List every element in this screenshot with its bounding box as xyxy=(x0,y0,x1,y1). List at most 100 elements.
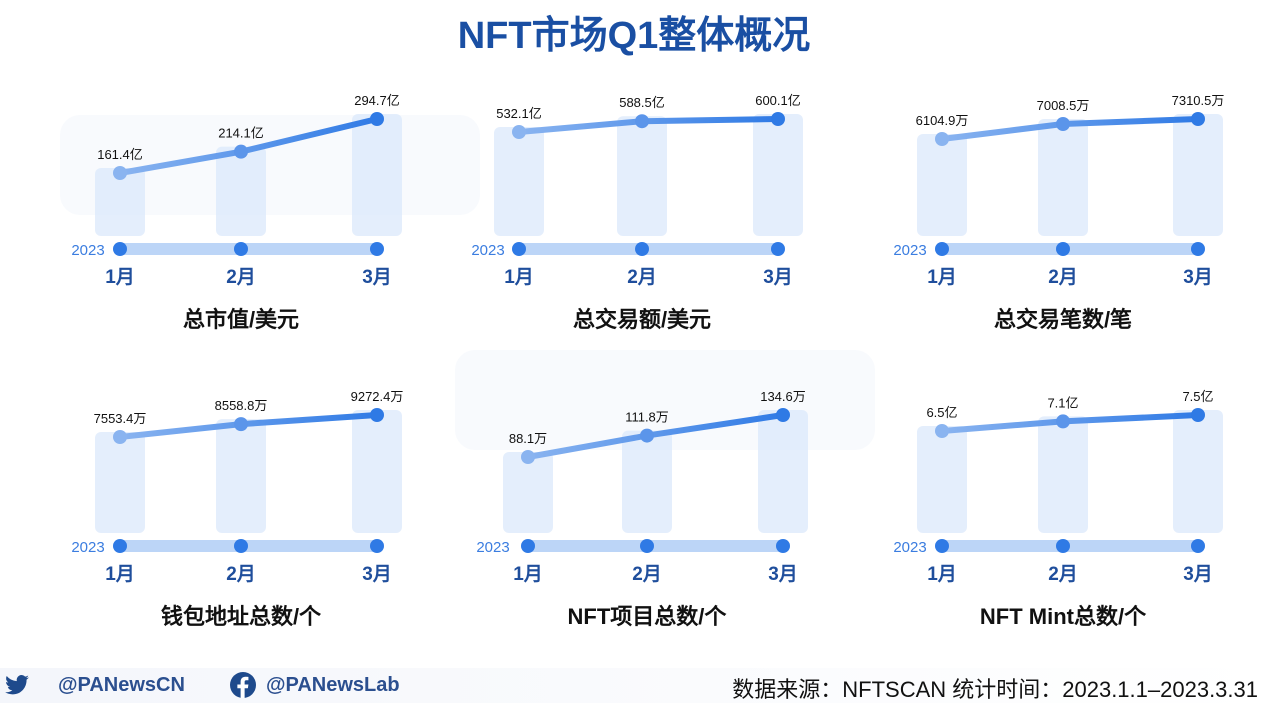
bar-background xyxy=(352,114,402,236)
month-tick-label: 3月 xyxy=(362,267,392,288)
chart-title: NFT Mint总数/个 xyxy=(980,604,1147,629)
facebook-icon xyxy=(230,672,256,698)
data-point xyxy=(512,124,526,139)
timeline-axis xyxy=(120,243,377,255)
timeline-dot xyxy=(521,539,535,553)
data-point xyxy=(776,408,790,422)
data-label: 294.7亿 xyxy=(354,93,400,108)
bar-background xyxy=(1038,416,1088,533)
month-tick-label: 1月 xyxy=(105,267,135,288)
month-tick-label: 3月 xyxy=(768,564,798,585)
year-label: 2023 xyxy=(71,242,104,259)
data-point xyxy=(521,450,535,465)
data-label: 111.8万 xyxy=(625,410,669,425)
month-tick-label: 3月 xyxy=(362,564,392,585)
timeline-dot xyxy=(370,539,384,553)
timeline-dot xyxy=(1191,242,1205,256)
data-label: 6.5亿 xyxy=(926,405,957,420)
data-point xyxy=(635,114,649,129)
data-point xyxy=(1191,112,1205,126)
data-label: 6104.9万 xyxy=(916,113,969,128)
bar-background xyxy=(917,133,967,236)
month-tick-label: 2月 xyxy=(627,267,657,288)
data-label: 214.1亿 xyxy=(218,126,264,141)
month-tick-label: 2月 xyxy=(226,267,256,288)
bar-background xyxy=(216,419,266,533)
data-label: 7.5亿 xyxy=(1182,389,1213,404)
month-tick-label: 2月 xyxy=(1048,267,1078,288)
data-label: 9272.4万 xyxy=(351,389,404,404)
bar-background xyxy=(352,410,402,533)
timeline-axis xyxy=(120,540,377,552)
data-label: 532.1亿 xyxy=(496,106,542,121)
timeline-dot xyxy=(776,539,790,553)
chart-title: 总市值/美元 xyxy=(183,307,299,332)
facebook-handle: @PANewsLab xyxy=(266,674,400,696)
data-label: 7553.4万 xyxy=(94,411,147,426)
data-source: 数据来源：NFTSCAN 统计时间：2023.1.1–2023.3.31 xyxy=(732,677,1258,702)
chart-title: 总交易额/美元 xyxy=(573,307,711,332)
timeline-dot xyxy=(635,242,649,256)
bar-background xyxy=(216,146,266,236)
timeline-dot xyxy=(370,242,384,256)
timeline-dot xyxy=(113,242,127,256)
month-tick-label: 3月 xyxy=(1183,267,1213,288)
bar-background xyxy=(1173,410,1223,533)
data-label: 161.4亿 xyxy=(97,147,143,162)
chart-panel: 2023 88.1万 1月 111.8万 2月 134.6万 3月 NFT项目总数/个 xyxy=(476,389,808,629)
month-tick-label: 2月 xyxy=(226,564,256,585)
bar-background xyxy=(758,410,808,533)
data-point xyxy=(935,131,949,146)
month-tick-label: 1月 xyxy=(927,564,957,585)
data-label: 7310.5万 xyxy=(1172,93,1225,108)
data-label: 7008.5万 xyxy=(1037,98,1090,113)
month-tick-label: 3月 xyxy=(1183,564,1213,585)
bar-background xyxy=(494,126,544,236)
timeline-dot xyxy=(512,242,526,256)
data-label: 7.1亿 xyxy=(1047,395,1078,410)
year-label: 2023 xyxy=(476,539,509,556)
bar-background xyxy=(622,430,672,533)
chart-title: 钱包地址总数/个 xyxy=(161,604,322,629)
data-point xyxy=(935,424,949,438)
timeline-dot xyxy=(1191,539,1205,553)
bar-background xyxy=(917,426,967,533)
month-tick-label: 2月 xyxy=(1048,564,1078,585)
data-point xyxy=(1191,408,1205,422)
timeline-dot xyxy=(771,242,785,256)
data-label: 134.6万 xyxy=(760,389,806,404)
bar-background xyxy=(1038,119,1088,236)
timeline-dot xyxy=(113,539,127,553)
twitter-handle: @PANewsCN xyxy=(58,674,185,696)
chart-title: 总交易笔数/笔 xyxy=(994,307,1132,332)
chart-title: NFT项目总数/个 xyxy=(568,604,728,629)
timeline-dot xyxy=(234,539,248,553)
bar-background xyxy=(617,116,667,236)
month-tick-label: 3月 xyxy=(763,267,793,288)
timeline-dot xyxy=(1056,539,1070,553)
year-label: 2023 xyxy=(471,242,504,259)
data-point xyxy=(771,112,785,126)
year-label: 2023 xyxy=(71,539,104,556)
data-point xyxy=(234,417,248,432)
data-point xyxy=(370,112,384,126)
timeline-axis xyxy=(528,540,783,552)
timeline-dot xyxy=(935,242,949,256)
month-tick-label: 1月 xyxy=(105,564,135,585)
timeline-dot xyxy=(935,539,949,553)
timeline-dot xyxy=(1056,242,1070,256)
data-point xyxy=(113,166,127,181)
bar-background xyxy=(753,114,803,236)
bar-background xyxy=(503,452,553,533)
data-point xyxy=(1056,117,1070,132)
month-tick-label: 1月 xyxy=(513,564,543,585)
data-point xyxy=(1056,414,1070,429)
data-label: 8558.8万 xyxy=(215,398,268,413)
data-label: 600.1亿 xyxy=(755,93,801,108)
month-tick-label: 1月 xyxy=(927,267,957,288)
